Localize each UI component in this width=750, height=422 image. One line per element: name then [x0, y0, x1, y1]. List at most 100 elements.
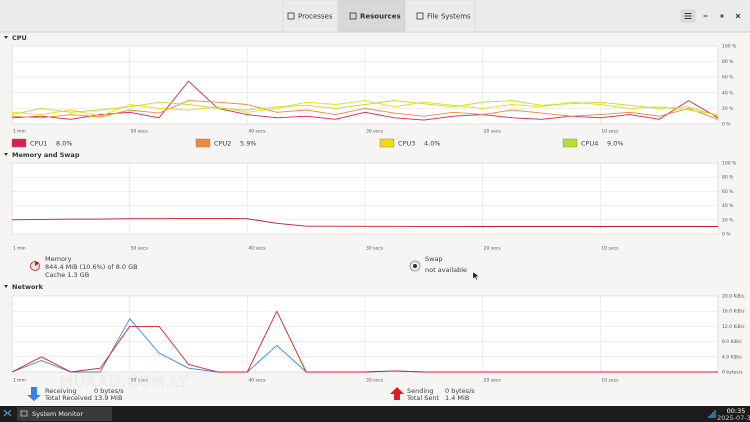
x-tick-label: 40 secs	[248, 378, 266, 384]
legend-label: CPU1	[30, 140, 47, 148]
x-tick-label: 30 secs	[366, 378, 384, 384]
memory-cache: Cache 1.3 GB	[45, 271, 89, 279]
y-tick-label: 40 %	[722, 90, 734, 96]
tab-label: File Systems	[427, 13, 471, 21]
y-tick-label: 20.0 KiB/s	[722, 294, 745, 300]
y-tick-label: 80 %	[722, 59, 734, 65]
legend-value: 4.0%	[424, 140, 441, 148]
menu-icon	[684, 13, 692, 19]
tab-bar: Processes Resources File Systems	[282, 0, 476, 33]
y-tick-label: 20 %	[722, 106, 734, 112]
x-tick-label: 50 secs	[131, 129, 149, 135]
legend-label: CPU3	[398, 140, 415, 148]
expander-arrow[interactable]	[4, 285, 8, 288]
mouse-cursor	[472, 271, 480, 281]
y-tick-label: 100 %	[722, 44, 737, 50]
y-tick-label: 0 %	[722, 122, 731, 128]
series-line	[11, 100, 719, 117]
taskbar-app-title: System Monitor	[32, 410, 83, 418]
x-tick-label: 1 min	[13, 378, 26, 384]
swap-label: Swap	[425, 255, 443, 263]
series-line	[11, 100, 719, 120]
start-menu-icon[interactable]	[3, 409, 12, 417]
x-tick-label: 10 secs	[601, 246, 619, 252]
x-tick-label: 30 secs	[366, 129, 384, 135]
y-tick-label: 4.0 KiB/s	[722, 354, 742, 360]
watermark: MUAAD.COM.LY	[60, 373, 189, 391]
y-tick-label: 100 %	[722, 161, 737, 167]
clock-date[interactable]: 2025-07-31	[717, 414, 750, 422]
x-tick-label: 20 secs	[484, 378, 502, 384]
tab[interactable]	[337, 0, 406, 33]
legend-label: CPU4	[581, 140, 598, 148]
legend-swatch[interactable]	[562, 138, 578, 148]
close-button[interactable]	[735, 13, 741, 19]
taskbar-button[interactable]	[17, 407, 112, 421]
memory-icon-slice	[35, 261, 39, 266]
x-tick-label: 1 min	[13, 246, 26, 252]
tab-icon	[287, 12, 295, 20]
expander-arrow[interactable]	[4, 36, 8, 39]
series-line	[11, 80, 719, 121]
legend-value: 5.9%	[240, 140, 257, 148]
memory-usage: 844.4 MiB (10.6%) of 8.0 GB	[45, 263, 138, 271]
section-title: Memory and Swap	[12, 151, 80, 159]
y-tick-label: 0 bytes/s	[722, 370, 743, 376]
x-tick-label: 10 secs	[601, 378, 619, 384]
receiving-icon[interactable]	[27, 387, 41, 401]
y-tick-label: 16.0 KiB/s	[722, 309, 745, 315]
x-tick-label: 1 min	[13, 129, 26, 135]
y-tick-label: 60 %	[722, 75, 734, 81]
y-tick-label: 12.0 KiB/s	[722, 324, 745, 330]
x-tick-label: 40 secs	[248, 246, 266, 252]
y-tick-label: 20 %	[722, 217, 734, 223]
tab-label: Resources	[360, 13, 401, 21]
series-line	[11, 100, 719, 117]
receiving-rate: 0 bytes/s	[94, 387, 124, 395]
legend-value: 9.0%	[607, 140, 624, 148]
section-title: Network	[12, 283, 44, 291]
legend-swatch[interactable]	[11, 138, 27, 148]
clock-time[interactable]: 00:35	[727, 407, 746, 415]
y-tick-label: 80 %	[722, 175, 734, 181]
legend-swatch[interactable]	[379, 138, 395, 148]
total-received-value: 13.9 MiB	[94, 394, 122, 402]
memory-info: Memory 844.4 MiB (10.6%) of 8.0 GB Cache…	[30, 255, 138, 279]
expander-arrow[interactable]	[4, 153, 8, 156]
window-controls	[680, 9, 741, 23]
series-line	[11, 310, 718, 373]
x-tick-label: 50 secs	[131, 378, 149, 384]
network-indicator[interactable]	[708, 410, 716, 418]
y-tick-label: 8.0 KiB/s	[722, 339, 742, 345]
x-tick-label: 10 secs	[601, 129, 619, 135]
x-tick-label: 30 secs	[366, 246, 384, 252]
taskbar	[0, 406, 750, 422]
tab-icon	[349, 12, 357, 20]
receiving-label: Receiving	[45, 387, 77, 395]
sending-rate: 0 bytes/s	[445, 387, 475, 395]
tab[interactable]	[282, 0, 339, 33]
series-line	[11, 217, 718, 227]
x-tick-label: 20 secs	[484, 246, 502, 252]
maximize-button[interactable]	[720, 14, 724, 18]
total-sent-label: Total Sent	[406, 394, 439, 402]
legend-label: CPU2	[214, 140, 231, 148]
swap-info: Swap not available	[409, 255, 467, 274]
y-tick-label: 40 %	[722, 203, 734, 209]
legend-value: 8.0%	[56, 140, 73, 148]
network-info: Receiving 0 bytes/s Total Received 13.9 …	[27, 387, 475, 402]
graphs: 0 % 20 % 40 % 60 % 80 % 100 % 1 min 50 secs 40 s…	[11, 44, 745, 384]
app-icon	[20, 410, 28, 417]
swap-icon-dot	[413, 264, 417, 268]
swap-status: not available	[425, 266, 467, 274]
tab-icon	[416, 12, 424, 20]
tab-label: Processes	[298, 13, 333, 21]
legend-swatch[interactable]	[195, 138, 211, 148]
memory-label: Memory	[45, 255, 72, 263]
sending-icon[interactable]	[390, 387, 404, 400]
sending-label: Sending	[407, 387, 433, 395]
x-tick-label: 20 secs	[484, 129, 502, 135]
cpu-legend: CPU1 8.0% CPU2 5.9% CPU3 4.0% CPU4 9.0%	[11, 138, 624, 148]
total-sent-value: 1.4 MiB	[445, 394, 469, 402]
